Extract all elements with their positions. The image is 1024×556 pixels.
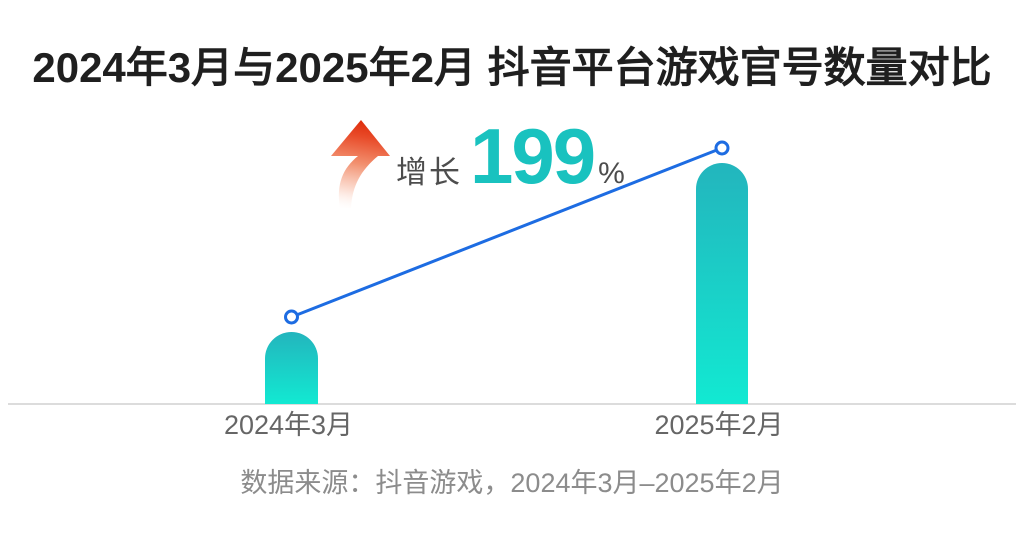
x-axis-line <box>8 403 1016 405</box>
xlabel-2024-03: 2024年3月 <box>223 410 354 440</box>
page-title: 2024年3月与2025年2月 抖音平台游戏官号数量对比 <box>32 44 992 91</box>
trend-marker-right <box>714 140 730 156</box>
source-note: 数据来源：抖音游戏，2024年3月–2025年2月 <box>240 468 784 498</box>
trend-line-svg <box>284 140 730 325</box>
bar-2024-03 <box>265 332 318 404</box>
trend-marker-left <box>284 309 299 325</box>
trend-line <box>290 146 724 319</box>
bar-2025-02 <box>696 163 748 404</box>
xlabel-2025-02: 2025年2月 <box>654 410 784 440</box>
